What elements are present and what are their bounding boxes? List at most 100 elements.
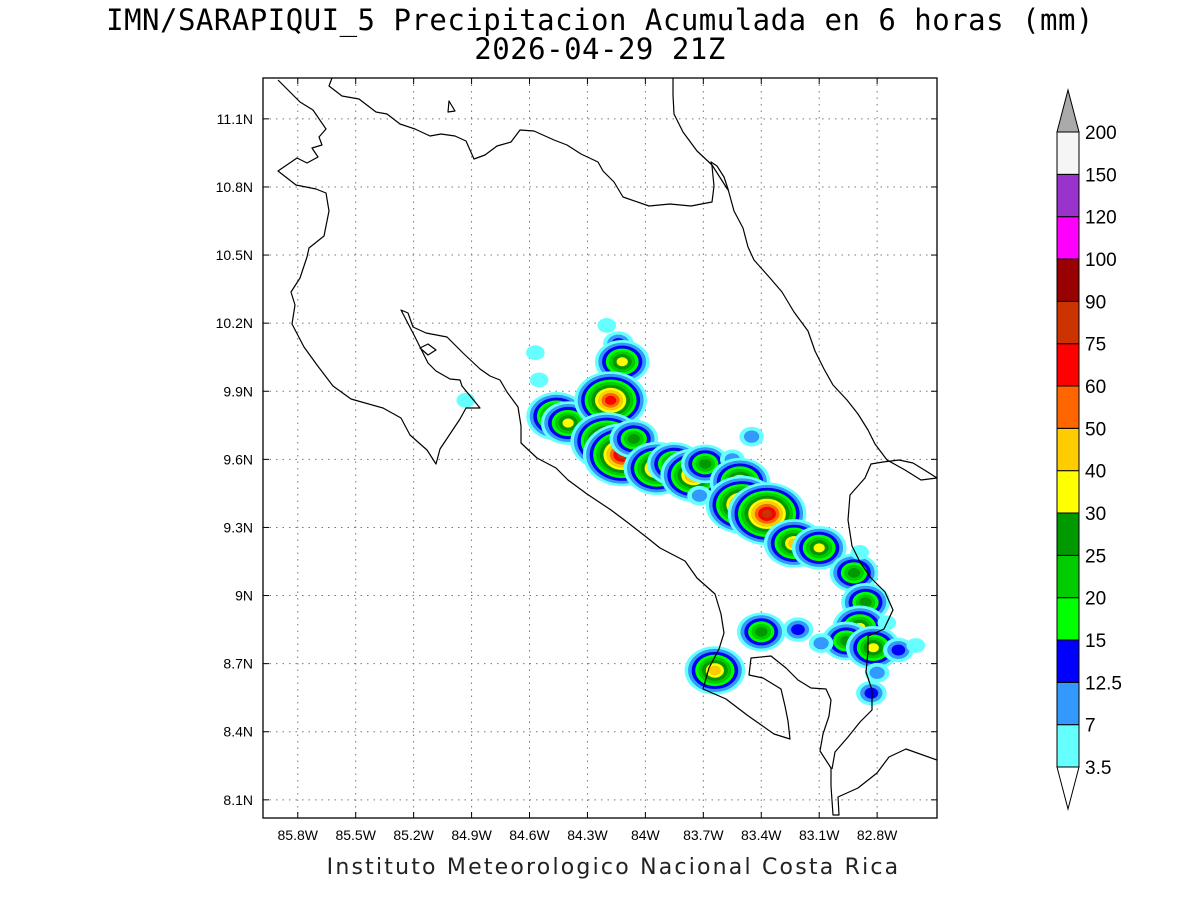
precip-contour-3.5 xyxy=(456,392,476,408)
panama-border xyxy=(831,459,937,770)
colorbar-swatch xyxy=(1056,216,1080,260)
colorbar-label: 3.5 xyxy=(1085,758,1111,779)
colorbar-swatch xyxy=(1056,343,1080,387)
lat-tick-label: 8.1N xyxy=(223,792,253,808)
precip-cell xyxy=(829,553,879,593)
precip-contour-40 xyxy=(709,665,721,676)
lon-tick-label: 83.4W xyxy=(741,827,782,843)
colorbar-swatch xyxy=(1056,385,1080,429)
precip-cell xyxy=(739,426,764,447)
precip-contour-75 xyxy=(761,509,773,519)
precip-contour-7 xyxy=(691,489,708,502)
colorbar-swatch xyxy=(1056,470,1080,514)
caribbean-coast xyxy=(328,78,937,481)
precip-cell xyxy=(845,625,901,670)
lon-tick-label: 83.1W xyxy=(799,827,840,843)
colorbar-swatch xyxy=(1056,512,1080,556)
lat-tick-label: 9.6N xyxy=(223,451,253,467)
precip-cell xyxy=(684,646,746,695)
costa-rica-outline xyxy=(277,79,937,816)
colorbar-label: 12.5 xyxy=(1085,673,1122,694)
colorbar-label: 90 xyxy=(1085,292,1106,313)
colorbar-label: 50 xyxy=(1085,419,1106,440)
lat-tick-label: 10.8N xyxy=(216,179,253,195)
colorbar-label: 120 xyxy=(1085,208,1117,229)
lon-tick-label: 84.9W xyxy=(451,827,492,843)
lon-tick-label: 82.8W xyxy=(857,827,898,843)
precipitation-field xyxy=(456,318,926,706)
lat-tick-label: 10.5N xyxy=(216,247,253,263)
colorbar-swatch xyxy=(1056,173,1080,218)
precip-cell xyxy=(736,612,786,652)
colorbar-label: 150 xyxy=(1085,165,1117,186)
precip-cell xyxy=(782,617,814,642)
colorbar-swatch xyxy=(1056,131,1080,175)
lake-island xyxy=(447,100,456,113)
precip-cell xyxy=(906,638,926,653)
colorbar-label: 100 xyxy=(1085,250,1117,271)
colorbar-swatch xyxy=(1056,639,1080,683)
map-frame xyxy=(262,77,938,819)
precip-contour-7 xyxy=(813,636,829,650)
colorbar-swatch xyxy=(1056,724,1080,768)
precip-cell xyxy=(850,545,870,560)
precip-contour-12.5 xyxy=(790,623,806,636)
lat-tick-label: 9.3N xyxy=(223,519,253,535)
precip-contour-7 xyxy=(743,430,760,443)
lon-tick-label: 83.7W xyxy=(683,827,724,843)
lat-tick-label: 10.2N xyxy=(216,315,253,331)
colorbar-label: 200 xyxy=(1085,123,1117,144)
precip-cell xyxy=(687,485,712,506)
lat-tick-label: 8.7N xyxy=(223,656,253,672)
colorbar-label: 40 xyxy=(1085,462,1106,483)
precip-contour-3.5 xyxy=(597,318,617,333)
precip-cell xyxy=(791,526,847,570)
precip-contour-30 xyxy=(562,418,575,428)
colorbar-swatch xyxy=(1056,681,1080,726)
precip-contour-25 xyxy=(847,567,861,578)
lon-tick-label: 85.8W xyxy=(278,827,319,843)
chart-subtitle-date: 2026-04-29 21Z xyxy=(474,32,726,66)
precip-cell xyxy=(864,662,890,683)
lat-tick-label: 11.1N xyxy=(217,111,253,127)
precip-contour-3.5 xyxy=(529,372,549,388)
precip-contour-3.5 xyxy=(850,545,870,560)
precip-cell xyxy=(456,392,476,408)
gulf-island xyxy=(419,343,437,356)
latitude-axis: 8.1N 8.4N 8.7N 9N 9.3N 9.6N 9.9N 10.2N 10.5N 10.8… xyxy=(216,111,937,808)
lon-tick-label: 84.6W xyxy=(509,827,550,843)
colorbar-swatch xyxy=(1056,597,1080,641)
precip-contour-30 xyxy=(867,642,880,653)
precip-cell xyxy=(808,633,834,654)
precip-contour-30 xyxy=(616,356,629,367)
longitude-axis: 85.8W 85.5W 85.2W 84.9W 84.6W 84.3W 84W 83.7W 83… xyxy=(278,78,898,843)
nicaragua-border xyxy=(672,78,729,191)
colorbar-label: 20 xyxy=(1085,589,1106,610)
precip-contour-3.5 xyxy=(526,345,545,361)
coastline-borders xyxy=(277,78,937,816)
lon-tick-label: 85.5W xyxy=(335,827,376,843)
colorbar-label: 15 xyxy=(1085,631,1106,652)
precip-cell xyxy=(529,372,549,388)
colorbar-label: 7 xyxy=(1085,716,1096,737)
colorbar-label: 30 xyxy=(1085,504,1106,525)
precip-contour-7 xyxy=(869,666,885,679)
lon-tick-label: 84.3W xyxy=(567,827,608,843)
precip-contour-25 xyxy=(627,433,640,444)
colorbar-swatch xyxy=(1056,427,1080,472)
footer-credit: Instituto Meteorologico Nacional Costa R… xyxy=(326,855,901,880)
colorbar-under-triangle xyxy=(1056,766,1080,811)
precip-contour-3.5 xyxy=(906,638,926,653)
colorbar-swatch xyxy=(1056,258,1080,302)
colorbar-label: 25 xyxy=(1085,546,1106,567)
lat-tick-label: 8.4N xyxy=(223,724,253,740)
colorbar-label: 60 xyxy=(1085,377,1106,398)
precip-cell xyxy=(526,345,545,361)
colorbar-legend: 3.5 7 12.5 15 20 25 30 40 50 60 75 90 100 120 150 200 xyxy=(1056,88,1122,811)
precip-contour-12.5 xyxy=(891,644,906,656)
precip-contour-25 xyxy=(699,458,712,469)
precip-cell xyxy=(597,318,617,333)
precip-contour-60 xyxy=(604,395,617,405)
colorbar-swatch xyxy=(1056,300,1080,345)
